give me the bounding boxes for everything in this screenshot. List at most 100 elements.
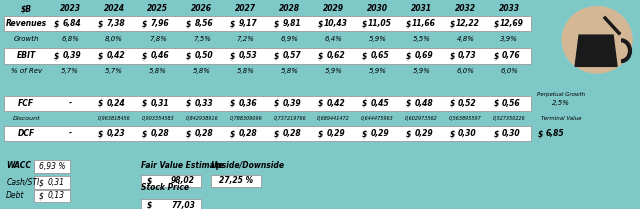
- Text: $: $: [274, 99, 279, 108]
- Text: 5,7%: 5,7%: [105, 68, 123, 74]
- Bar: [4, 96, 531, 111]
- Text: $: $: [493, 19, 499, 28]
- Text: 98,02: 98,02: [171, 176, 195, 185]
- Text: 3,9%: 3,9%: [500, 36, 518, 42]
- Text: $: $: [142, 51, 147, 60]
- Text: 7,5%: 7,5%: [193, 36, 211, 42]
- Bar: [4, 46, 531, 50]
- Text: 11,05: 11,05: [368, 19, 392, 28]
- Text: 7,8%: 7,8%: [149, 36, 167, 42]
- Bar: [34, 190, 70, 202]
- Text: 0,30: 0,30: [458, 129, 477, 138]
- Text: 8,56: 8,56: [195, 19, 213, 28]
- Bar: [141, 199, 201, 209]
- Text: 5,7%: 5,7%: [61, 68, 79, 74]
- Text: 6,8%: 6,8%: [61, 36, 79, 42]
- Text: 6,84: 6,84: [63, 19, 81, 28]
- Text: $: $: [186, 99, 191, 108]
- Text: $: $: [186, 19, 191, 28]
- Text: 2024: 2024: [104, 4, 124, 13]
- Text: $: $: [318, 129, 323, 138]
- Text: $: $: [98, 51, 104, 60]
- Text: 0,28: 0,28: [282, 129, 301, 138]
- Text: 7,2%: 7,2%: [237, 36, 255, 42]
- Text: $: $: [39, 191, 44, 200]
- Text: $: $: [230, 51, 235, 60]
- Text: 5,8%: 5,8%: [149, 68, 167, 74]
- Text: 5,8%: 5,8%: [237, 68, 255, 74]
- Text: $: $: [274, 51, 279, 60]
- Text: 5,8%: 5,8%: [281, 68, 299, 74]
- Text: $: $: [98, 19, 104, 28]
- Text: $: $: [406, 51, 411, 60]
- Text: 0,29: 0,29: [326, 129, 345, 138]
- Text: 11,66: 11,66: [412, 19, 436, 28]
- Text: $: $: [362, 19, 367, 28]
- Text: 0,602973562: 0,602973562: [405, 116, 438, 121]
- Text: 0,644475963: 0,644475963: [361, 116, 394, 121]
- Text: 2023: 2023: [60, 4, 81, 13]
- Text: $: $: [406, 129, 411, 138]
- Text: 0,42: 0,42: [326, 99, 345, 108]
- Text: $: $: [274, 19, 279, 28]
- Text: $: $: [98, 129, 104, 138]
- Text: Cash/STI: Cash/STI: [6, 178, 40, 187]
- Bar: [141, 175, 201, 187]
- Text: 0,903354583: 0,903354583: [141, 116, 174, 121]
- Text: 9,17: 9,17: [239, 19, 257, 28]
- Text: 0,33: 0,33: [195, 99, 213, 108]
- Text: -: -: [68, 129, 72, 138]
- Text: -: -: [68, 99, 72, 108]
- Text: 0,56: 0,56: [502, 99, 521, 108]
- Bar: [4, 16, 531, 31]
- Text: 0,29: 0,29: [371, 129, 389, 138]
- Text: $: $: [362, 129, 367, 138]
- Text: 0,13: 0,13: [48, 191, 65, 200]
- Bar: [4, 64, 531, 79]
- Text: $: $: [318, 51, 323, 60]
- Text: Stock Price: Stock Price: [141, 183, 189, 192]
- Text: 0,29: 0,29: [414, 129, 433, 138]
- Text: 0,28: 0,28: [195, 129, 213, 138]
- Text: 0,563895597: 0,563895597: [449, 116, 482, 121]
- Text: FCF: FCF: [18, 99, 34, 108]
- Text: $: $: [449, 129, 455, 138]
- Text: 2025: 2025: [147, 4, 168, 13]
- Bar: [211, 175, 260, 187]
- Bar: [4, 48, 531, 64]
- Polygon shape: [575, 35, 617, 66]
- Text: WACC: WACC: [6, 162, 31, 171]
- Text: $: $: [147, 176, 152, 185]
- Text: 0,39: 0,39: [63, 51, 81, 60]
- Text: Revenues: Revenues: [6, 19, 47, 28]
- Text: 6,9%: 6,9%: [281, 36, 299, 42]
- Text: 7,96: 7,96: [151, 19, 170, 28]
- Text: $: $: [493, 99, 499, 108]
- Text: 5,8%: 5,8%: [193, 68, 211, 74]
- Text: 0,28: 0,28: [151, 129, 170, 138]
- Text: 0,45: 0,45: [371, 99, 389, 108]
- Text: 0,28: 0,28: [239, 129, 257, 138]
- Text: 12,69: 12,69: [499, 19, 524, 28]
- Text: $: $: [230, 99, 235, 108]
- Bar: [4, 1, 531, 16]
- Text: 0,48: 0,48: [414, 99, 433, 108]
- Text: 6,0%: 6,0%: [500, 68, 518, 74]
- Text: $: $: [362, 51, 367, 60]
- Text: $: $: [538, 129, 543, 138]
- Text: 5,9%: 5,9%: [324, 68, 342, 74]
- Text: Fair Value Estimate: Fair Value Estimate: [141, 162, 223, 171]
- Text: 0,42: 0,42: [107, 51, 125, 60]
- Text: 0,39: 0,39: [282, 99, 301, 108]
- Text: $: $: [186, 51, 191, 60]
- Text: $: $: [318, 19, 323, 28]
- Text: 0,527350226: 0,527350226: [493, 116, 525, 121]
- Text: 0,53: 0,53: [239, 51, 257, 60]
- Text: $: $: [449, 19, 455, 28]
- Text: 0,788309096: 0,788309096: [229, 116, 262, 121]
- Text: 5,9%: 5,9%: [369, 68, 387, 74]
- Text: 0,963818456: 0,963818456: [98, 116, 131, 121]
- Text: $: $: [493, 51, 499, 60]
- Text: Discount: Discount: [12, 116, 40, 121]
- Text: 0,57: 0,57: [282, 51, 301, 60]
